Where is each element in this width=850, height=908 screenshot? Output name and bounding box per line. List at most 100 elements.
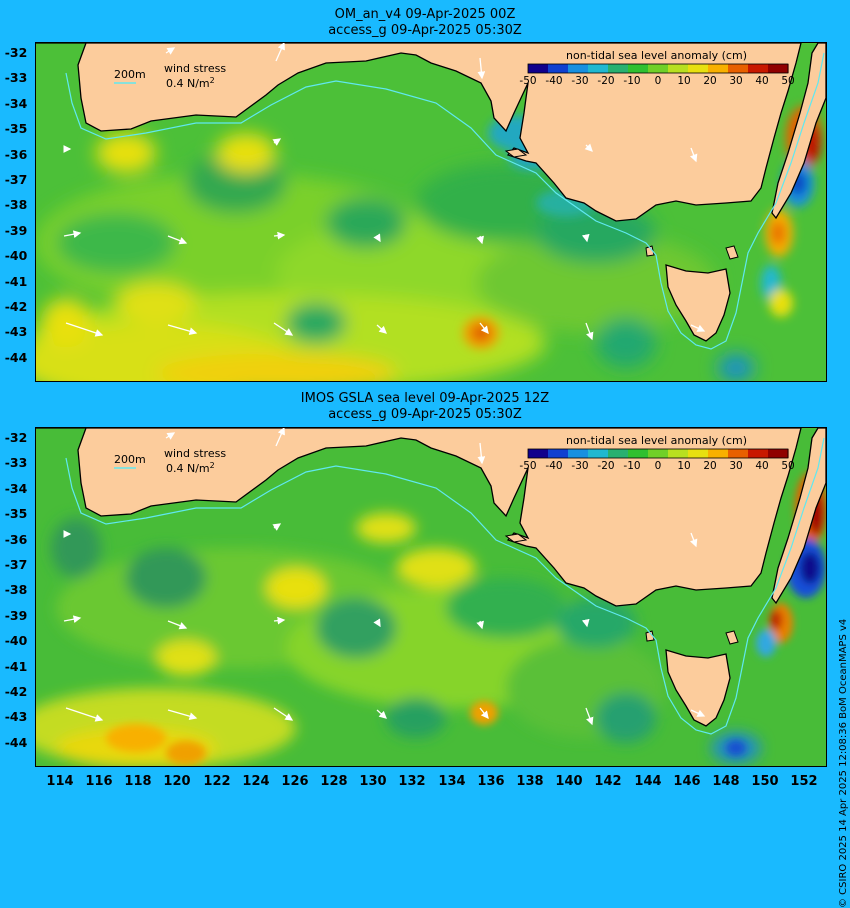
colorbar-labels: -50 -40 -30 -20 -10 0 10 20 30 40 50 (519, 460, 794, 472)
isobath-legend-label: 200m (114, 68, 146, 81)
colorbar-tick-label: 40 (755, 75, 768, 87)
colorbar-swatch (688, 449, 709, 458)
colorbar-swatch (648, 64, 669, 73)
colorbar: non-tidal sea level anomaly (cm) -50 -40-… (519, 49, 794, 87)
colorbar-swatches (527, 448, 789, 459)
wind-arrow (376, 324, 387, 334)
colorbar-tick-label: -30 (571, 460, 588, 472)
wind-arrow (373, 233, 381, 243)
wind-legend-scale-sup: 2 (210, 76, 215, 85)
lat-tick-label: -34 (4, 96, 28, 111)
colorbar-swatch (588, 449, 609, 458)
colorbar-tick-label: -50 (519, 75, 536, 87)
wind-arrows (63, 428, 706, 726)
wind-arrow (273, 616, 286, 625)
colorbar-tick-label: 30 (729, 460, 742, 472)
wind-arrow (167, 324, 198, 335)
lat-tick-label: -33 (4, 455, 28, 470)
colorbar-tick-label: 10 (677, 75, 690, 87)
wind-arrow (690, 532, 698, 548)
panel1-title-line1: OM_an_v4 09-Apr-2025 00Z (334, 7, 516, 22)
wind-arrow (165, 47, 176, 55)
isobath-200m-contour (65, 437, 825, 735)
lon-tick-label: 146 (673, 774, 701, 789)
svg-text:0.4 N/m2: 0.4 N/m2 (166, 461, 215, 475)
wind-arrow (477, 442, 486, 465)
land-tasmania (665, 649, 731, 727)
lat-tick-label: -39 (4, 223, 28, 238)
panel1-title-line2: access_g 09-Apr-2025 05:30Z (328, 23, 522, 38)
wind-arrow (273, 322, 294, 336)
lat-tick-label: -44 (4, 735, 28, 750)
lat-tick-label: -37 (4, 557, 28, 572)
land-eastern-coast (771, 428, 826, 605)
wind-arrow (476, 620, 484, 630)
panel2-map[interactable]: 200m wind stress 0.4 N/m2 non-tidal sea … (35, 427, 827, 767)
colorbar-tick-label: -20 (597, 460, 614, 472)
colorbar-swatch (628, 64, 649, 73)
anomaly-field (36, 133, 754, 381)
land-flinders-island (725, 245, 739, 260)
wind-arrow (65, 707, 104, 722)
colorbar-tick-label: 0 (655, 460, 662, 472)
colorbar-swatch (748, 64, 769, 73)
lat-tick-label: -42 (4, 684, 28, 699)
lon-tick-label: 124 (242, 774, 270, 789)
colorbar-swatch (708, 449, 729, 458)
land-tasmania (665, 264, 731, 342)
lat-tick-label: -41 (4, 659, 28, 674)
colorbar-swatch (708, 64, 729, 73)
land-southern-australia (36, 43, 802, 222)
wind-arrow (165, 432, 176, 440)
lat-tick-label: -38 (4, 582, 28, 597)
land-king-island (645, 245, 655, 257)
colorbar-labels: -50 -40 -30 -20 -10 0 10 20 30 40 50 (519, 75, 794, 87)
lat-tick-label: -36 (4, 532, 28, 547)
wind-arrow (275, 428, 285, 447)
colorbar-swatch (668, 449, 689, 458)
lon-tick-label: 130 (359, 774, 387, 789)
colorbar-tick-label: -30 (571, 75, 588, 87)
panel1-map[interactable]: 200m wind stress 0.4 N/m2 non-tidal sea … (35, 42, 827, 382)
lat-tick-label: -40 (4, 248, 28, 263)
lat-tick-label: -35 (4, 121, 28, 136)
wind-arrow (272, 523, 282, 531)
lon-tick-label: 148 (712, 774, 740, 789)
wind-arrow (585, 322, 594, 341)
lat-tick-label: -38 (4, 197, 28, 212)
colorbar-swatch (768, 64, 789, 73)
colorbar-tick-label: -20 (597, 75, 614, 87)
colorbar-swatch (608, 449, 629, 458)
wind-legend-label: wind stress (164, 447, 226, 460)
panel1-map-canvas: 200m wind stress 0.4 N/m2 non-tidal sea … (36, 43, 826, 381)
map-legend: 200m wind stress 0.4 N/m2 (114, 447, 226, 475)
wind-arrow (581, 618, 590, 628)
land-flinders-island (725, 630, 739, 645)
colorbar-swatch (568, 449, 589, 458)
lat-tick-label: -34 (4, 481, 28, 496)
colorbar-tick-label: 40 (755, 460, 768, 472)
wind-arrow (477, 57, 486, 80)
wind-legend-scale: 0.4 N/m (166, 462, 210, 475)
panel2-title-line2: access_g 09-Apr-2025 05:30Z (328, 407, 522, 422)
wind-arrow (479, 322, 489, 335)
isobath-200m-contour (65, 52, 825, 350)
land-kangaroo-island (504, 533, 528, 543)
lon-tick-label: 126 (281, 774, 309, 789)
lon-tick-label: 150 (751, 774, 779, 789)
colorbar-swatch (728, 64, 749, 73)
wind-arrow (476, 235, 484, 245)
colorbar-swatch (588, 64, 609, 73)
lon-tick-label: 128 (320, 774, 348, 789)
wind-arrow (584, 143, 593, 152)
panel2-title-line1: IMOS GSLA sea level 09-Apr-2025 12Z (300, 391, 550, 406)
lon-tick-label: 140 (555, 774, 583, 789)
wind-arrow (63, 615, 82, 624)
map-legend: 200m wind stress 0.4 N/m2 (114, 62, 226, 90)
wind-arrow (63, 230, 82, 239)
colorbar-swatch (688, 64, 709, 73)
colorbar-tick-label: -10 (623, 75, 640, 87)
panel2-map-canvas: 200m wind stress 0.4 N/m2 non-tidal sea … (36, 428, 826, 766)
anomaly-field (36, 513, 761, 766)
lon-tick-label: 152 (790, 774, 818, 789)
